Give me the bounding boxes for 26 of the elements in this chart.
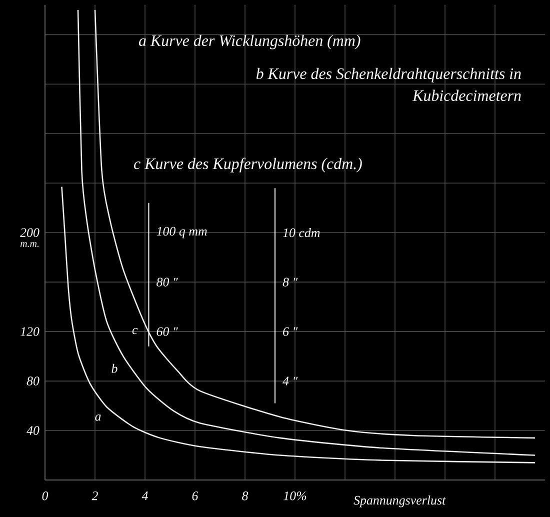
series-label: b: [112, 364, 118, 373]
line-series: [61, 186, 536, 464]
x-tick-label: 4: [142, 492, 148, 500]
y-axis-title: m.m.: [20, 242, 39, 247]
y3-tick-label: 4 ″: [282, 376, 298, 386]
annotation: a Kurve der Wicklungshöhen (mm): [138, 34, 360, 50]
y2-tick-label: 60 ″: [156, 327, 178, 336]
x-tick-label: 6: [192, 492, 198, 500]
y3-tick-label: 10 cdm: [282, 228, 320, 238]
x-tick-label: 10%: [284, 492, 306, 500]
x-tick-label: 2: [92, 492, 98, 500]
annotation: b Kurve des Schenkeldrahtquerschnitts in Kubicdecimetern: [256, 68, 521, 102]
annotation: c Kurve des Kupfervolumens (cdm.): [134, 158, 362, 172]
x-tick-label: 0: [42, 492, 48, 500]
series-label: a: [95, 414, 101, 421]
y3-tick-label: 6 ″: [283, 327, 298, 336]
y-tick-label: 40: [26, 426, 40, 435]
y3-tick-label: 8 ″: [282, 278, 298, 286]
y-tick-label: 80: [26, 376, 40, 386]
y2-tick-label: 100 q mm: [156, 226, 207, 238]
y-tick-label: 200: [20, 228, 40, 237]
series-label: c: [132, 328, 138, 334]
y-tick-label: 120: [20, 327, 40, 336]
y2-tick-label: 80 ″: [156, 278, 178, 286]
x-axis-title: Spannungsverlust: [354, 496, 446, 508]
x-tick-label: 8: [242, 492, 248, 500]
